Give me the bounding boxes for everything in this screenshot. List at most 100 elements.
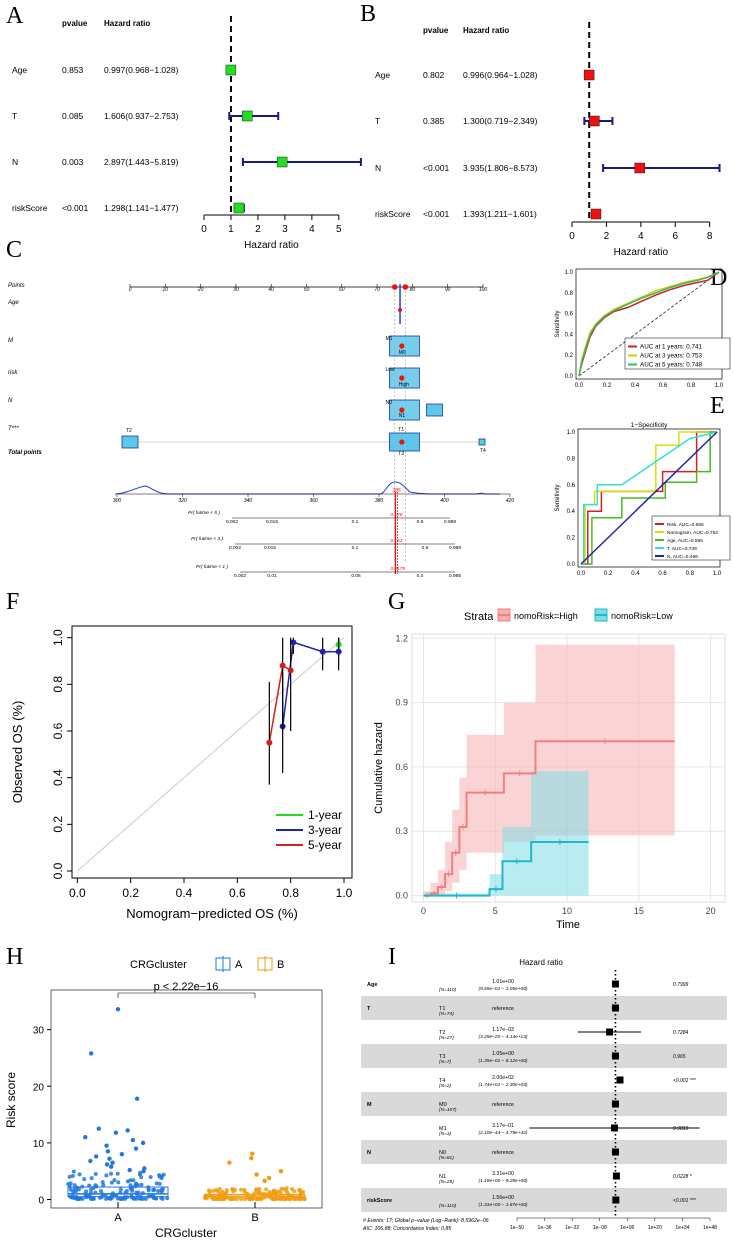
row-label: T — [375, 116, 380, 126]
level-label: M0 — [439, 1102, 447, 1108]
x-tick-label: 0.0 — [69, 886, 86, 900]
nomogram-row-label: M — [8, 338, 13, 344]
panel-label-g: G — [388, 589, 406, 615]
selected-point — [399, 407, 405, 413]
forest-plot-b: pvalue Hazard ratio Age 0.802 0.996(0.964−1.… — [375, 22, 721, 258]
selected-point — [399, 439, 405, 445]
row-hr-text: 3.935(1.806−8.573) — [463, 163, 538, 173]
row-pvalue: 0.385 — [423, 116, 445, 126]
panel-d: 0.00.00.20.20.40.40.60.60.80.81.01.01−Sp… — [545, 262, 733, 392]
estimate-label: 3.17e−01 — [492, 1123, 514, 1129]
y-tick-label: 0.6 — [51, 722, 65, 739]
p-value-label: 0.9819 — [673, 1126, 689, 1132]
data-point — [140, 1196, 145, 1201]
panel-label-h: H — [6, 944, 24, 970]
p-value-label: 0.7284 — [673, 1030, 689, 1036]
legend-box — [624, 337, 731, 370]
legend-label: Age, AUC=0.595 — [667, 538, 703, 544]
roc-comparison-plot: 0.00.0 0.2 0.2 0.4 0.4 0.6 0.6 0.8 0.8 1.0 1.0 1−Sp… — [555, 422, 731, 577]
points-tick-label: 70 — [374, 287, 380, 293]
y-tick-label: 0.4 — [567, 509, 576, 515]
x-tick-label: 0.4 — [631, 383, 640, 389]
ci-label: (3.29e−20 − 4.14e+13) — [479, 1034, 528, 1040]
x-tick-label: 1e−22 — [565, 1225, 579, 1231]
row-pvalue: 0.003 — [62, 157, 84, 167]
data-point — [230, 1187, 235, 1192]
row-pvalue: <0.001 — [423, 209, 450, 219]
panel-label-f: F — [6, 589, 20, 615]
n-label: (N=107) — [439, 1107, 457, 1113]
y-tick-label: 0.4 — [51, 769, 65, 786]
data-point — [132, 1184, 137, 1189]
panel-label-i: I — [388, 944, 396, 970]
legend-label: 3-year — [308, 823, 342, 837]
y-tick-label: 0.2 — [565, 353, 574, 359]
estimate-label: 1.01e+00 — [492, 979, 514, 985]
data-point — [157, 1181, 162, 1186]
data-point — [101, 1183, 106, 1188]
x-tick-label: 0.2 — [603, 383, 612, 389]
level-label: T4 — [439, 1078, 445, 1084]
level-box — [389, 335, 420, 357]
x-tick-label: 0.2 — [604, 571, 613, 577]
data-point — [140, 1140, 146, 1146]
data-point — [239, 1187, 244, 1192]
x-tick-label: 3 — [282, 224, 288, 235]
level-box — [389, 399, 420, 421]
x-tick-label: 0.8 — [686, 571, 695, 577]
calibration-point — [319, 648, 326, 655]
nomogram-row-label: Total points — [8, 450, 42, 456]
pvalue-header: pvalue — [62, 19, 88, 28]
x-tick-label: 10 — [562, 906, 572, 916]
hr-point — [612, 1172, 620, 1180]
hr-point — [611, 1148, 619, 1156]
prob-tick-label: 0.015 — [266, 519, 278, 525]
y-axis-label: Risk score — [4, 1072, 18, 1128]
data-point — [109, 1164, 114, 1169]
prob-value-label: 0.0179 — [390, 566, 405, 572]
level-label: T3 — [439, 1054, 445, 1060]
row-hr-text: 0.997(0.968−1.028) — [104, 65, 179, 75]
x-tick-label: 1e−50 — [510, 1225, 524, 1231]
row-label: Age — [375, 70, 390, 80]
nomogram-row-label: risk — [8, 370, 18, 376]
level-label: M0 — [399, 350, 406, 356]
plot-border — [577, 428, 721, 568]
legend-label: T, AUC=0.739 — [667, 546, 697, 552]
panel-e: 0.0 0.0 0.2 0.2 0.4 0.4 0.6 0.6 0.8 0.8 1.0 1.0 1−Sp… — [545, 392, 733, 580]
data-point — [254, 1188, 259, 1193]
hr-point — [611, 1052, 619, 1060]
points-tick-label: 40 — [268, 287, 274, 293]
calibration-plot: 0.0 0.2 0.4 0.6 0.8 1.0 0.0 0.2 0.4 0.6 0.8 1.0 Nomo… — [10, 625, 353, 921]
shaded-row — [361, 1044, 727, 1068]
legend-label: 1-year — [308, 808, 342, 822]
x-tick-label: 2 — [604, 231, 610, 242]
level-label: T1 — [439, 1006, 445, 1012]
legend-label: A — [235, 959, 243, 971]
prob-tick-label: 0.01 — [267, 573, 277, 579]
n-label: (N=3) — [439, 1131, 452, 1137]
points-tick-label: 60 — [339, 287, 345, 293]
estimate-label: 1.17e−03 — [492, 1027, 514, 1033]
y-axis-label: Observed OS (%) — [10, 701, 25, 804]
data-point — [93, 1171, 98, 1176]
x-tick-label: 1e−08 — [593, 1225, 607, 1231]
estimate-label: 1.56e+00 — [492, 1195, 514, 1201]
hazard-ratio-header: Hazard ratio — [463, 26, 509, 35]
risk-score-boxplot: 0 10 20 30 A B CRGcluster Risk score p < 2.22e−1… — [4, 956, 323, 1240]
row-hr-text: 1.606(0.937−2.753) — [104, 111, 179, 121]
data-point — [266, 1175, 272, 1181]
x-axis-label: Nomogram−predicted OS (%) — [126, 906, 298, 921]
data-point — [254, 1172, 259, 1177]
selected-point — [398, 308, 403, 312]
time-roc-plot: 0.00.00.20.20.40.40.60.60.80.81.01.01−Sp… — [555, 268, 731, 389]
nomogram-row-label: Age — [7, 300, 19, 306]
y-tick-label: 0 — [38, 1196, 44, 1207]
level-label: N1 — [439, 1174, 446, 1180]
data-point — [119, 1152, 125, 1157]
x-tick-label: 15 — [634, 906, 644, 916]
level-label: N0 — [439, 1150, 446, 1156]
level-label: T1 — [398, 427, 404, 433]
data-point — [113, 1130, 119, 1135]
